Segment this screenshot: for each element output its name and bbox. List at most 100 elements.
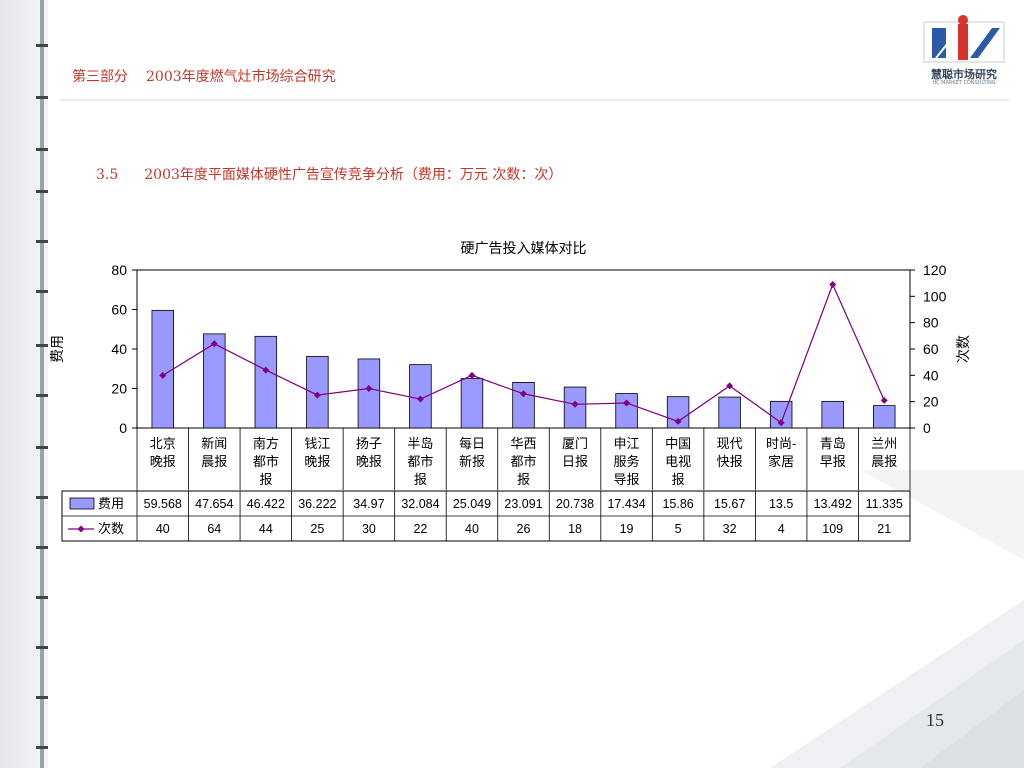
x-axis-category-label: 服务 (614, 454, 640, 470)
x-axis-category-label: 报 (517, 473, 530, 488)
x-axis-category-label: 晚报 (150, 455, 176, 470)
x-axis-category-label: 快报 (717, 455, 743, 470)
page-number: 15 (926, 710, 944, 730)
marker-count (726, 382, 734, 390)
header-part: 第三部分 (72, 69, 128, 85)
marker-count (210, 340, 218, 348)
legend-label-fee: 费用 (98, 497, 124, 512)
marker-count (313, 391, 321, 399)
table-cell-count: 19 (620, 522, 634, 536)
x-axis-category-label: 南方 (253, 436, 279, 452)
x-axis-category-label: 兰州 (871, 437, 897, 452)
x-axis-category-label: 报 (259, 473, 272, 488)
y2-axis-title: 次数 (956, 335, 972, 363)
x-axis-category-label: 每日 (459, 436, 485, 452)
table-cell-count: 22 (413, 522, 427, 536)
table-cell-fee: 15.86 (662, 497, 693, 511)
x-axis-category-label: 早报 (820, 455, 846, 470)
section-number: 3.5 (96, 167, 119, 183)
x-axis-category-label: 新闻 (201, 436, 227, 452)
x-axis-category-label: 申江 (614, 437, 640, 452)
table-cell-fee: 17.434 (607, 497, 645, 511)
header-title: 2003年度燃气灶市场综合研究 (146, 69, 336, 85)
x-axis-category-label: 晨报 (871, 455, 897, 470)
company-logo (923, 15, 1005, 63)
y2-axis-tick-label: 20 (923, 394, 939, 410)
x-axis-category-label: 都市 (510, 454, 536, 470)
marker-count (623, 399, 631, 407)
x-axis-category-label: 家居 (768, 454, 794, 470)
x-axis-category-label: 日报 (562, 455, 588, 470)
table-cell-fee: 46.422 (247, 497, 285, 511)
x-axis-category-label: 扬子 (356, 437, 382, 452)
bar-fee (357, 358, 381, 429)
marker-count (829, 280, 837, 288)
y-axis-tick-label: 60 (111, 302, 127, 318)
table-cell-count: 18 (568, 522, 582, 536)
bar-fee (460, 378, 484, 429)
section-title: 2003年度平面媒体硬性广告宣传竞争分析（费用：万元 次数：次） (144, 167, 563, 183)
bar-fee (615, 393, 638, 429)
marker-count (365, 385, 373, 392)
x-axis-category-label: 导报 (614, 473, 640, 488)
x-axis-category-label: 报 (672, 473, 685, 488)
y2-axis-tick-label: 0 (923, 420, 931, 436)
marker-count (674, 417, 682, 425)
section-heading: 3.5 2003年度平面媒体硬性广告宣传竞争分析（费用：万元 次数：次） (96, 164, 562, 184)
legend-key-fee (69, 497, 95, 510)
x-axis-category-label: 北京 (150, 437, 176, 452)
table-cell-fee: 20.738 (556, 497, 594, 511)
marker-count (880, 396, 888, 404)
x-axis-category-label: 都市 (407, 454, 433, 470)
marker-count (777, 419, 785, 427)
table-cell-count: 44 (259, 522, 273, 536)
x-axis-category-label: 晨报 (201, 455, 227, 470)
marker-count (468, 371, 476, 379)
y-axis-tick-label: 20 (111, 381, 127, 397)
y2-axis-tick-label: 60 (923, 341, 939, 357)
bar-fee (821, 400, 844, 429)
marker-count (416, 395, 424, 403)
bar-fee (151, 309, 174, 429)
table-cell-count: 109 (822, 522, 843, 536)
x-axis-category-label: 半岛 (407, 436, 433, 452)
x-axis-category-label: 新报 (459, 454, 485, 470)
x-axis-category-label: 厦门 (562, 437, 588, 452)
logo-name: 慧聪市场研究 (931, 68, 997, 81)
legend-label-count: 次数 (98, 521, 124, 537)
bar-fee (203, 333, 226, 429)
table-cell-fee: 36.222 (298, 497, 336, 511)
x-axis-category-label: 钱江 (304, 437, 330, 452)
bar-fee (254, 335, 278, 429)
x-axis-category-label: 现代 (717, 437, 743, 452)
table-cell-count: 40 (156, 522, 170, 536)
table-cell-fee: 25.049 (453, 497, 491, 511)
table-cell-count: 4 (778, 522, 785, 536)
x-axis-category-label: 电视 (665, 455, 691, 470)
x-axis-category-label: 晚报 (356, 455, 382, 470)
chart-title: 硬广告投入媒体对比 (461, 241, 587, 257)
bar-fee (666, 396, 690, 429)
table-cell-fee: 11.335 (866, 497, 903, 511)
slide-header: 第三部分 2003年度燃气灶市场综合研究 (72, 66, 354, 86)
x-axis-category-label: 报 (414, 473, 427, 488)
table-cell-count: 64 (207, 522, 221, 536)
table-cell-fee: 13.492 (814, 497, 852, 511)
table-cell-fee: 34.97 (353, 497, 384, 511)
x-axis-category-label: 晚报 (304, 455, 330, 470)
marker-count (262, 366, 270, 374)
y2-axis-tick-label: 120 (923, 262, 947, 278)
table-cell-count: 25 (310, 522, 324, 536)
x-axis-category-label: 时尚- (766, 437, 796, 452)
table-cell-count: 21 (877, 522, 891, 536)
table-cell-fee: 15.67 (714, 497, 745, 511)
table-cell-fee: 47.654 (195, 497, 233, 511)
table-cell-fee: 23.091 (504, 497, 542, 511)
marker-count (571, 400, 579, 408)
y2-axis-tick-label: 80 (923, 315, 939, 331)
legend-key-count-marker (77, 525, 85, 533)
x-axis-category-label: 都市 (253, 454, 279, 470)
x-axis-category-label: 中国 (665, 437, 691, 452)
